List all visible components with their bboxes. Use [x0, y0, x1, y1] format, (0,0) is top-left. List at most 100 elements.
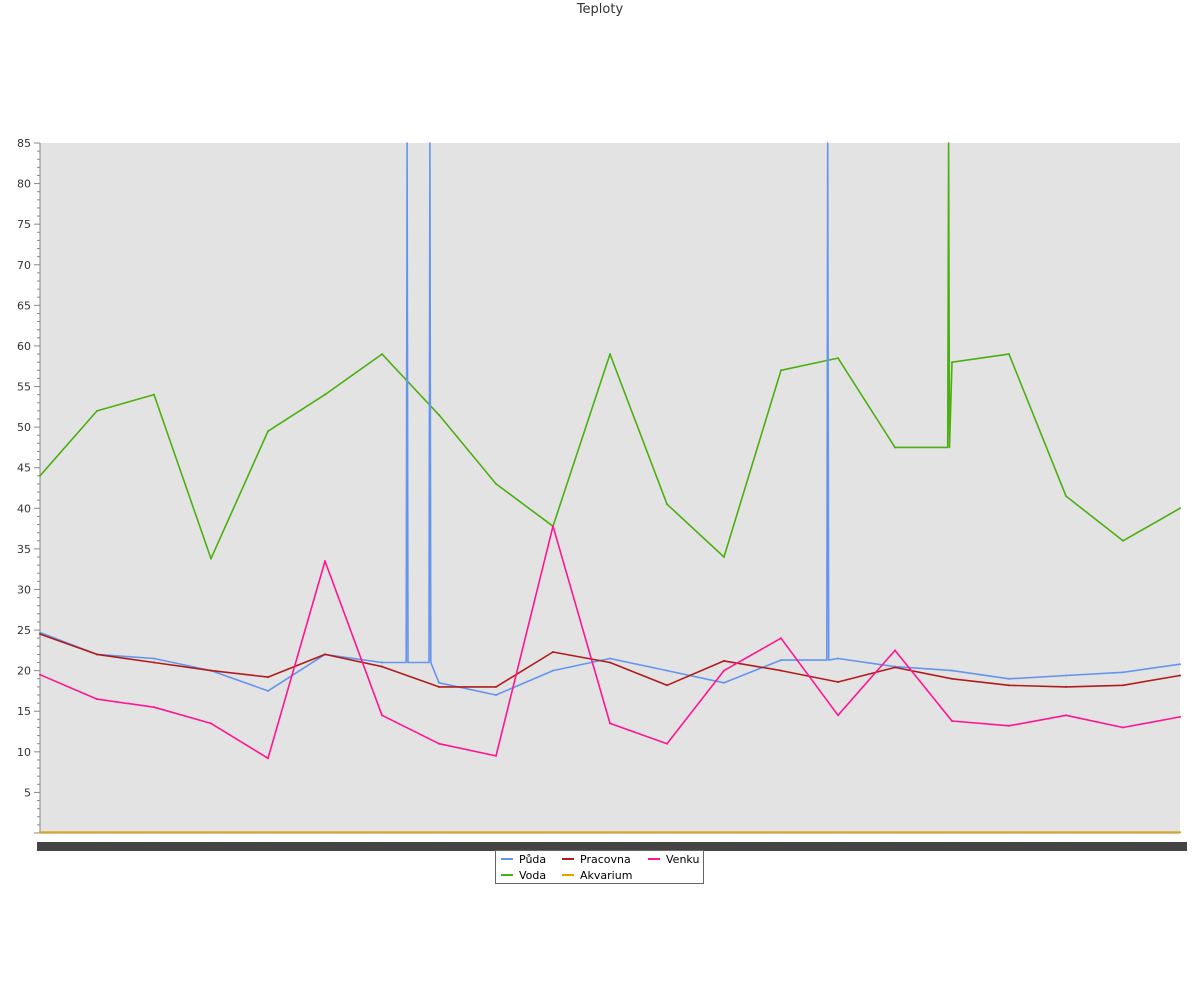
y-tick-label: 10 — [17, 746, 31, 759]
data-point-venku — [552, 525, 554, 528]
y-tick-label: 25 — [17, 624, 31, 637]
data-point-venku — [96, 698, 98, 701]
data-point-venku — [438, 742, 440, 745]
data-point-akvarium — [894, 831, 896, 834]
y-tick-label: 40 — [17, 502, 31, 515]
data-point-p-da — [951, 669, 953, 672]
data-point-pracovna — [267, 676, 269, 679]
data-point-venku — [609, 722, 611, 725]
data-point-p-da — [438, 681, 440, 684]
data-point-pracovna — [495, 685, 497, 688]
data-point-akvarium — [39, 831, 41, 834]
data-point-venku — [951, 720, 953, 722]
data-point-voda — [495, 482, 497, 485]
y-tick-label: 70 — [17, 259, 31, 272]
data-point-p-da — [267, 689, 269, 692]
data-point-venku — [837, 714, 839, 717]
data-point-voda — [837, 357, 839, 360]
data-point-p-da — [495, 694, 497, 696]
y-tick-label: 20 — [17, 665, 31, 678]
data-point-voda — [267, 430, 269, 433]
data-point-akvarium — [666, 831, 668, 834]
data-point-venku — [1122, 726, 1124, 729]
legend-item-pracovna: Pracovna — [562, 853, 631, 867]
data-point-p-da — [780, 659, 782, 662]
legend-swatch-pracovna — [562, 858, 574, 860]
data-point-venku — [780, 637, 782, 640]
data-point-pracovna — [552, 651, 554, 653]
data-point-pracovna — [666, 684, 668, 687]
data-point-voda — [324, 393, 326, 396]
data-point-pracovna — [951, 677, 953, 680]
data-point-akvarium — [951, 831, 953, 834]
data-point-venku — [1179, 715, 1181, 718]
data-point-voda — [894, 446, 896, 449]
legend-label-voda: Voda — [519, 869, 547, 882]
data-point-akvarium — [552, 831, 554, 834]
data-point-venku — [666, 742, 668, 745]
legend-label-akvarium: Akvarium — [580, 869, 633, 882]
data-point-p-da — [39, 631, 41, 634]
data-point-venku — [894, 649, 896, 652]
data-point-p-da — [1065, 674, 1067, 677]
y-tick-label: 55 — [17, 381, 31, 394]
data-point-voda — [153, 393, 155, 396]
legend-label-venku: Venku — [666, 853, 700, 866]
x-tick-labels — [37, 842, 1187, 851]
data-point-p-da — [552, 669, 554, 672]
y-tick-label: 15 — [17, 705, 31, 718]
data-point-venku — [324, 560, 326, 563]
legend-item-akvarium: Akvarium — [562, 869, 632, 883]
data-point-pracovna — [1065, 685, 1067, 688]
data-point-akvarium — [153, 831, 155, 834]
data-point-akvarium — [723, 831, 725, 834]
series-line-voda — [39, 142, 1181, 560]
data-point-p-da — [723, 681, 725, 684]
data-point-akvarium — [324, 831, 326, 834]
y-tick-label: 80 — [17, 178, 31, 191]
data-point-akvarium — [267, 831, 269, 834]
data-point-pracovna — [837, 681, 839, 683]
data-point-voda — [1122, 539, 1124, 542]
data-point-voda — [780, 369, 782, 372]
data-point-akvarium — [1065, 831, 1067, 834]
data-point-akvarium — [495, 831, 497, 834]
legend-item-voda: Voda — [501, 869, 546, 883]
y-tick-label: 30 — [17, 583, 31, 596]
data-point-venku — [1008, 724, 1010, 727]
legend-swatch-voda — [501, 874, 513, 876]
data-point-voda — [609, 353, 611, 356]
data-point-voda — [723, 556, 725, 558]
data-point-venku — [153, 706, 155, 709]
data-point-p-da — [666, 669, 668, 672]
data-point-akvarium — [438, 831, 440, 834]
data-point-akvarium — [381, 831, 383, 834]
data-point-venku — [381, 714, 383, 717]
data-point-pracovna — [1122, 684, 1124, 687]
data-point-pracovna — [96, 653, 98, 656]
data-point-pracovna — [609, 661, 611, 664]
data-point-pracovna — [210, 669, 212, 672]
y-tick-label: 5 — [24, 786, 31, 799]
data-point-p-da — [1008, 677, 1010, 680]
data-point-pracovna — [780, 669, 782, 672]
legend: Půda Voda Pracovna Akvarium Venku — [495, 850, 704, 884]
y-axis: 5 10 15 20 25 30 35 40 45 50 55 60 65 70 75 80 85 — [17, 137, 41, 834]
data-point-voda — [381, 353, 383, 356]
legend-swatch-puda — [501, 858, 513, 860]
data-point-voda — [1179, 507, 1181, 510]
data-point-akvarium — [210, 831, 212, 834]
data-point-p-da — [381, 661, 383, 664]
data-point-voda — [96, 409, 98, 412]
y-tick-label: 50 — [17, 421, 31, 434]
data-point-voda — [951, 361, 953, 364]
series-line-p-da — [39, 142, 1181, 696]
series-layer — [39, 142, 1181, 834]
data-point-venku — [267, 757, 269, 760]
data-point-pracovna — [153, 661, 155, 664]
data-point-voda — [39, 474, 41, 477]
data-point-akvarium — [837, 831, 839, 834]
data-point-pracovna — [381, 665, 383, 668]
data-point-p-da — [837, 657, 839, 660]
